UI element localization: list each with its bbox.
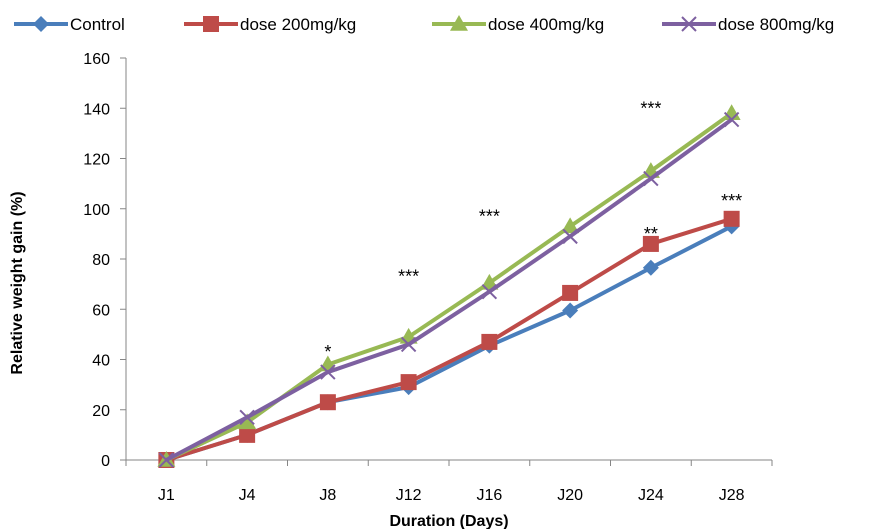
data-point — [400, 336, 417, 353]
series-dose-800mg-kg — [158, 111, 740, 468]
x-axis-title: Duration (Days) — [389, 513, 508, 529]
axes — [125, 58, 772, 461]
legend-label: dose 400mg/kg — [488, 15, 604, 34]
legend-item: Control — [14, 15, 125, 34]
x-tick-label: J8 — [319, 487, 336, 504]
y-tick-label: 60 — [92, 302, 110, 319]
y-tick-label: 0 — [101, 453, 110, 470]
data-point — [562, 302, 579, 319]
series-line — [165, 216, 733, 462]
y-tick-label: 100 — [83, 202, 110, 219]
data-point — [481, 283, 498, 300]
data-point — [239, 426, 256, 443]
data-point — [723, 111, 740, 128]
legend-label: dose 200mg/kg — [240, 15, 356, 34]
y-tick-label: 140 — [83, 101, 110, 118]
x-tick-label: J28 — [719, 487, 745, 504]
data-point — [320, 364, 336, 380]
x-tick-label: J20 — [557, 487, 583, 504]
legend-marker — [450, 15, 468, 31]
data-point — [561, 217, 580, 234]
x-tick-label: J24 — [638, 487, 664, 504]
significance-label: *** — [479, 206, 500, 226]
x-tick-label: J12 — [396, 487, 422, 504]
y-tick-label: 20 — [92, 403, 110, 420]
data-point — [480, 273, 499, 290]
series-group — [157, 104, 741, 468]
legend: Control dose 200mg/kg dose 400mg/kg dose 80… — [14, 15, 834, 34]
x-ticks: J1 J4 J8 J12 J16 J20 J24 J28 — [125, 460, 773, 504]
y-ticks: 0 20 40 60 80 100 120 140 160 — [83, 51, 126, 470]
series-line — [165, 111, 733, 462]
data-point — [238, 413, 257, 430]
data-point — [642, 235, 659, 252]
legend-label: Control — [70, 15, 125, 34]
data-point — [400, 374, 417, 391]
legend-label: dose 800mg/kg — [718, 15, 834, 34]
legend-marker — [681, 16, 697, 32]
annotations: *************** — [324, 98, 742, 362]
legend-item: dose 400mg/kg — [432, 15, 604, 34]
y-tick-label: 160 — [83, 51, 110, 68]
significance-label: * — [324, 342, 331, 362]
significance-label: *** — [398, 267, 419, 287]
data-point — [239, 409, 255, 425]
legend-item: dose 800mg/kg — [662, 15, 834, 34]
significance-label: *** — [640, 98, 661, 118]
x-tick-label: J1 — [158, 487, 175, 504]
y-tick-label: 80 — [92, 252, 110, 269]
data-point — [643, 170, 659, 187]
legend-marker — [203, 16, 219, 32]
data-point — [158, 452, 175, 468]
x-tick-label: J4 — [239, 487, 256, 504]
series-line — [165, 117, 733, 462]
series-dose-200mg-kg — [158, 210, 740, 468]
series-dose-400mg-kg — [157, 104, 741, 467]
y-tick-label: 40 — [92, 353, 110, 370]
data-point — [562, 228, 578, 245]
data-point — [723, 210, 740, 227]
significance-label: ** — [644, 224, 658, 244]
data-point — [481, 333, 498, 350]
legend-marker — [33, 16, 49, 32]
data-point — [319, 394, 336, 411]
y-tick-label: 120 — [83, 152, 110, 169]
legend-item: dose 200mg/kg — [184, 15, 356, 34]
data-point — [642, 259, 659, 276]
x-tick-label: J16 — [476, 487, 502, 504]
y-axis-title: Relative weight gain (%) — [9, 191, 26, 374]
significance-label: *** — [721, 191, 742, 211]
data-point — [562, 284, 579, 301]
